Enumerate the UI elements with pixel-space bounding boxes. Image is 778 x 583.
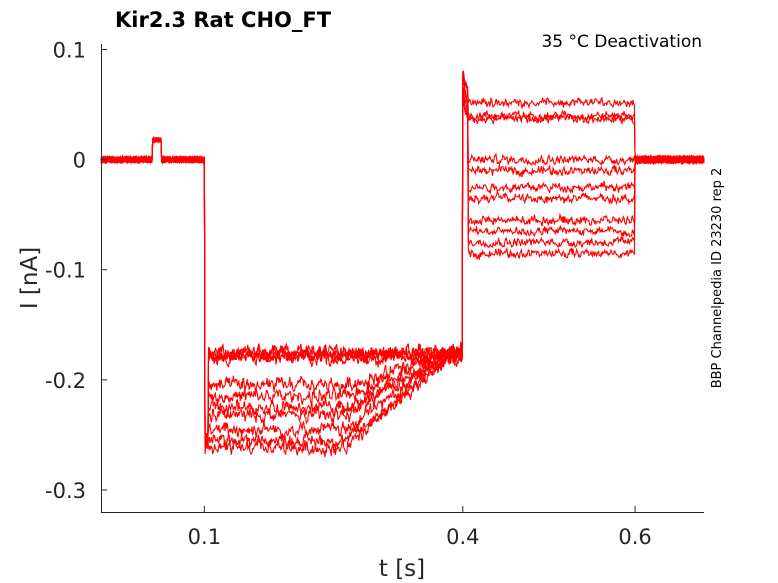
x-ticks: 0.1 0.4 0.6: [188, 506, 652, 549]
chart-title: Kir2.3 Rat CHO_FT: [115, 8, 332, 32]
y-axis-label: I [nA]: [17, 247, 43, 309]
series-line-10: [100, 96, 705, 451]
x-tick-label: 0.4: [446, 525, 479, 549]
x-tick-label: 0.6: [618, 525, 651, 549]
y-tick-label: 0.1: [53, 39, 86, 63]
series-line-11: [100, 96, 705, 458]
y-tick-label: -0.3: [45, 479, 86, 503]
x-axis-label: t [s]: [379, 556, 425, 582]
chart-annotation: 35 °C Deactivation: [541, 32, 702, 52]
y-tick-label: -0.1: [45, 259, 86, 283]
y-tick-label: -0.2: [45, 369, 86, 393]
y-tick-label: 0: [73, 149, 86, 173]
series-line-5: [100, 86, 705, 446]
series-line-9: [100, 96, 705, 440]
traces: [100, 70, 705, 458]
x-tick-label: 0.1: [188, 525, 221, 549]
series-line-8: [100, 92, 705, 443]
y-ticks: 0.1 0 -0.1 -0.2 -0.3: [45, 39, 107, 503]
plot-area: 0.1 0 -0.1 -0.2 -0.3 0.1 0.4 0.6: [45, 39, 705, 549]
side-label: BBP Channelpedia ID 23230 rep 2: [710, 168, 725, 389]
